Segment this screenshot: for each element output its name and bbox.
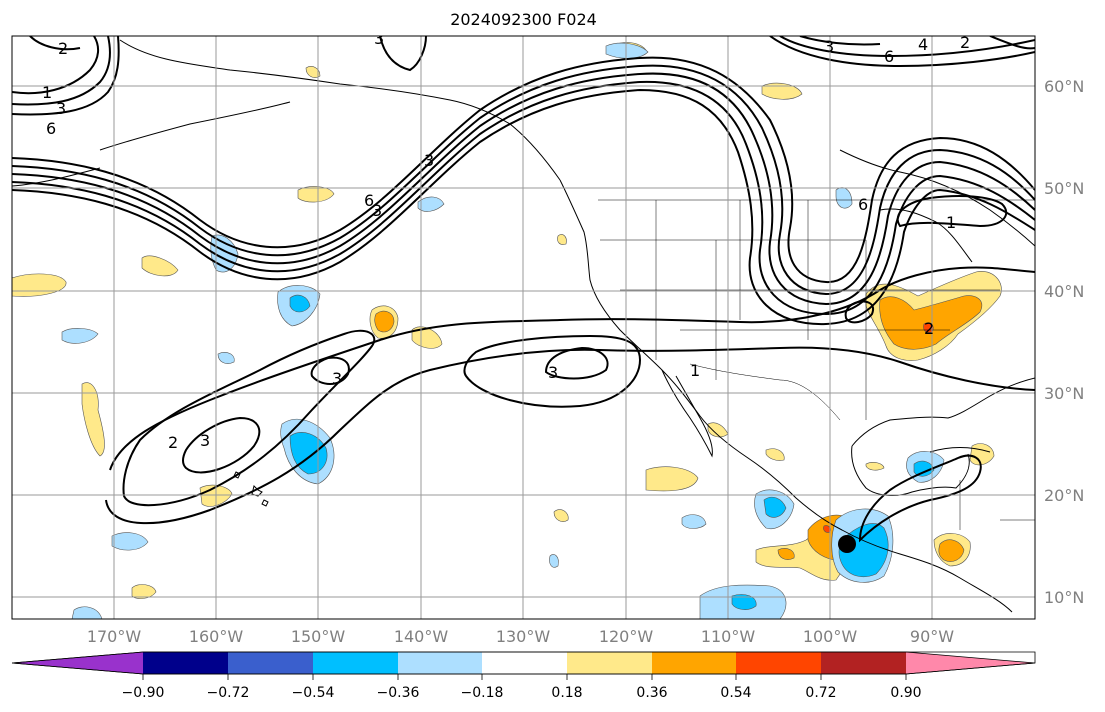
colorbar-segment	[736, 652, 821, 674]
political-borders	[598, 199, 1035, 530]
location-marker	[838, 535, 856, 553]
lat-label: 30°N	[1044, 384, 1084, 403]
contour-label: 3	[372, 201, 382, 220]
contour-label: 2	[58, 39, 68, 58]
colorbar-tick-label: 0.36	[636, 685, 667, 701]
contour-label: 6	[46, 119, 56, 138]
latitude-labels: 60°N 50°N 40°N 30°N 20°N 10°N	[1044, 77, 1084, 607]
colorbar-segment	[398, 652, 482, 674]
colorbar-segment	[313, 652, 398, 674]
contour-label: 3	[824, 37, 834, 56]
colorbar-tick-label: −0.36	[377, 685, 420, 701]
colorbar-segment	[228, 652, 313, 674]
lat-label: 40°N	[1044, 282, 1084, 301]
lat-label: 10°N	[1044, 588, 1084, 607]
lon-label: 160°W	[189, 627, 244, 646]
contour-label: 2	[924, 319, 934, 338]
lat-label: 60°N	[1044, 77, 1084, 96]
colorbar-tick-label: 0.18	[551, 685, 582, 701]
colorbar-extend-min	[12, 652, 143, 674]
contour-label: 3	[56, 99, 66, 118]
lon-label: 150°W	[291, 627, 346, 646]
contour-label: 1	[946, 213, 956, 232]
lon-label: 130°W	[496, 627, 551, 646]
contour-label: 6	[858, 195, 868, 214]
contour-label: 1	[42, 83, 52, 102]
map-area: 2 1 3 6 6 3 3 3 2 3 3 1 3 6 4 2 1 2 6 3	[12, 29, 1035, 619]
colorbar-segment	[821, 652, 906, 674]
colorbar-tick-label: −0.90	[122, 685, 165, 701]
colorbar: −0.90 −0.72 −0.54 −0.36 −0.18 0.18 0.36 …	[11, 651, 1036, 701]
anomaly-shading	[12, 42, 1002, 619]
contour-label: 1	[690, 361, 700, 380]
map-title: 2024092300 F024	[450, 10, 597, 29]
colorbar-segment	[143, 652, 228, 674]
longitude-labels: 170°W 160°W 150°W 140°W 130°W 120°W 110°…	[87, 627, 954, 646]
contour-label: 3	[332, 369, 342, 388]
colorbar-tick-label: −0.54	[292, 685, 335, 701]
contour-label: 3	[424, 151, 434, 170]
contour-labels: 2 1 3 6 6 3 3 3 2 3 3 1 3 6 4 2 1 2 6 3	[42, 29, 970, 452]
contour-label: 6	[884, 47, 894, 66]
colorbar-tick-label: 0.72	[805, 685, 836, 701]
colorbar-segment	[482, 652, 567, 674]
lat-label: 50°N	[1044, 179, 1084, 198]
contour-label: 2	[168, 433, 178, 452]
lon-label: 170°W	[87, 627, 142, 646]
lon-label: 140°W	[394, 627, 449, 646]
map-frame	[11, 35, 1036, 620]
colorbar-ticks: −0.90 −0.72 −0.54 −0.36 −0.18 0.18 0.36 …	[122, 685, 922, 701]
coastlines	[12, 39, 1035, 613]
contour-label: 3	[548, 363, 558, 382]
contour-label: 3	[200, 431, 210, 450]
colorbar-segment	[567, 652, 652, 674]
colorbar-extend-max	[906, 652, 1035, 674]
colorbar-tick-label: 0.54	[720, 685, 751, 701]
graticule	[12, 36, 1035, 619]
colorbar-tick-label: −0.18	[461, 685, 504, 701]
colorbar-segment	[652, 652, 736, 674]
colorbar-tick-label: −0.72	[207, 685, 250, 701]
lon-label: 110°W	[701, 627, 756, 646]
lat-label: 20°N	[1044, 486, 1084, 505]
colorbar-tick-label: 0.90	[890, 685, 921, 701]
contour-label: 6	[364, 191, 374, 210]
contour-label: 2	[960, 33, 970, 52]
lon-label: 100°W	[803, 627, 858, 646]
lon-label: 120°W	[599, 627, 654, 646]
lon-label: 90°W	[910, 627, 954, 646]
contour-label: 3	[374, 29, 384, 48]
contour-label: 4	[918, 35, 928, 54]
